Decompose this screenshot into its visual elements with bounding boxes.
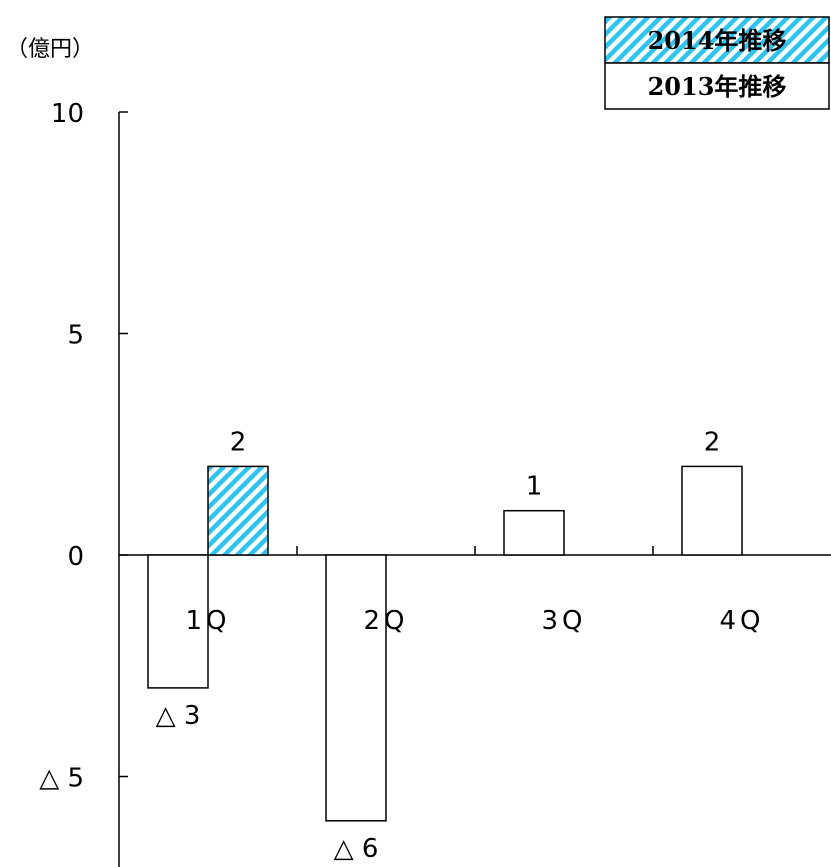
legend-label: 2013年推移 (648, 72, 787, 101)
x-category-label: 4Q (719, 606, 764, 636)
x-category-label: 1Q (185, 606, 230, 636)
y-tick-label: 0 (67, 542, 84, 572)
data-label: 1 (526, 472, 543, 502)
bar (503, 509, 565, 556)
y-unit-label: （億円） (6, 37, 94, 62)
bar (147, 554, 209, 689)
data-label: 2 (230, 427, 247, 457)
y-tick-label: 10 (51, 99, 84, 129)
bar (207, 465, 269, 556)
x-category-label: 2Q (363, 606, 408, 636)
data-label: 2 (704, 427, 721, 457)
data-label: △ 3 (156, 701, 201, 731)
legend-box (604, 62, 830, 110)
bar (681, 465, 743, 556)
legend-label: 2014年推移 (648, 26, 787, 55)
bar (325, 554, 387, 822)
y-tick-label: 5 (67, 321, 84, 351)
y-tick-label: △ 5 (39, 764, 84, 794)
x-category-label: 3Q (541, 606, 586, 636)
data-label: △ 6 (334, 834, 379, 864)
